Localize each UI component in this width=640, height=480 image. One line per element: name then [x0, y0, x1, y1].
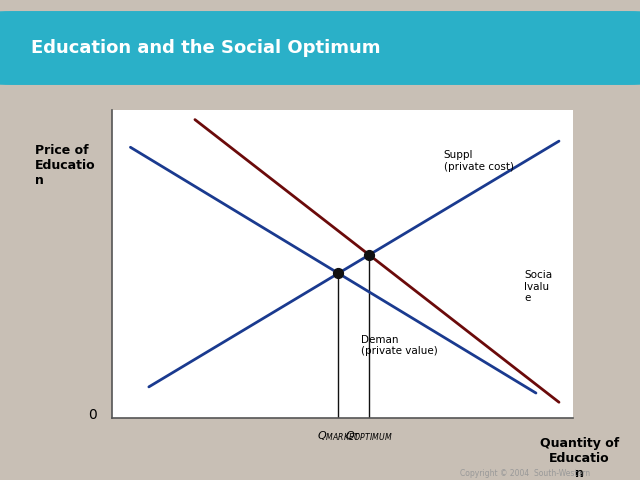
Text: Education and the Social Optimum: Education and the Social Optimum: [31, 39, 381, 57]
Point: [333, 269, 344, 277]
Text: Socia
lvalu
e: Socia lvalu e: [524, 270, 552, 303]
Text: $Q_{MARKET}$: $Q_{MARKET}$: [317, 430, 360, 444]
FancyBboxPatch shape: [0, 11, 640, 85]
Text: Quantity of
Educatio
n: Quantity of Educatio n: [540, 437, 619, 480]
Text: Suppl
(private cost): Suppl (private cost): [444, 150, 514, 172]
Text: $Q_{OPTIMUM}$: $Q_{OPTIMUM}$: [346, 430, 393, 444]
Text: Copyright © 2004  South-Western: Copyright © 2004 South-Western: [460, 468, 590, 478]
Text: Deman
(private value): Deman (private value): [361, 335, 438, 356]
Point: [364, 251, 374, 259]
Text: Price of
Educatio
n: Price of Educatio n: [35, 144, 96, 187]
Text: 0: 0: [88, 408, 97, 422]
